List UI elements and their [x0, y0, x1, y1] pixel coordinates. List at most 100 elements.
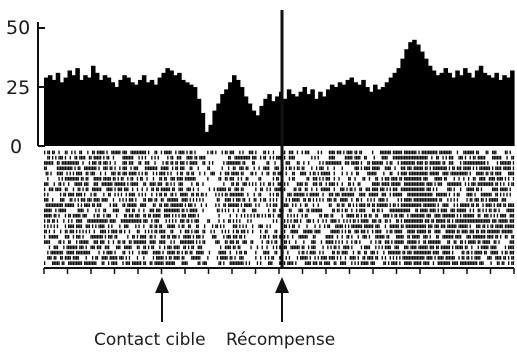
spike: [349, 192, 351, 197]
spike: [464, 224, 467, 229]
spike: [279, 187, 281, 192]
spike: [152, 256, 155, 260]
spike: [418, 229, 420, 234]
spike: [239, 161, 241, 165]
spike: [372, 182, 374, 186]
spike: [255, 203, 257, 207]
spike: [204, 155, 206, 160]
spike: [309, 219, 311, 223]
histogram-bar: [110, 82, 116, 146]
spike: [383, 192, 385, 197]
spike: [432, 198, 435, 202]
spike: [476, 229, 478, 234]
spike: [170, 224, 172, 229]
spike: [456, 245, 459, 250]
spike: [466, 261, 468, 265]
spike: [69, 213, 71, 218]
spike: [335, 240, 337, 244]
spike: [112, 261, 115, 265]
raster-trial-row: [44, 240, 515, 244]
spike: [348, 234, 350, 239]
spike: [247, 166, 249, 171]
spike: [512, 219, 515, 223]
spike: [458, 155, 460, 160]
histogram-bar: [149, 79, 155, 146]
histogram-bar: [408, 42, 413, 146]
spike: [445, 171, 447, 176]
spike: [389, 219, 391, 223]
spike: [397, 155, 399, 160]
spike: [269, 224, 271, 229]
spike: [181, 182, 183, 186]
spike: [364, 166, 366, 171]
histogram-bar: [322, 96, 327, 146]
spike: [354, 261, 356, 265]
spike: [399, 261, 401, 265]
spike: [436, 187, 438, 192]
spike: [420, 208, 422, 213]
spike: [74, 256, 76, 260]
spike: [76, 224, 78, 229]
spike: [432, 208, 435, 213]
spike: [277, 213, 279, 218]
spike: [448, 166, 451, 171]
spike: [493, 208, 495, 213]
spike: [421, 171, 423, 176]
spike: [333, 166, 335, 171]
spike: [172, 219, 174, 223]
spike: [503, 166, 505, 171]
histogram-bar: [396, 68, 402, 146]
spike: [159, 182, 161, 186]
spike: [87, 187, 89, 192]
spike: [136, 261, 139, 265]
spike: [44, 224, 46, 229]
spike: [157, 250, 159, 255]
spike: [232, 161, 235, 165]
spike: [511, 208, 513, 213]
spike: [276, 229, 278, 234]
spike: [186, 161, 188, 165]
spike: [50, 213, 52, 218]
spike: [189, 166, 191, 171]
spike: [340, 150, 342, 155]
spike: [95, 176, 97, 181]
spike: [400, 208, 403, 213]
spike: [306, 150, 308, 155]
spike: [336, 203, 339, 207]
spike: [442, 256, 444, 260]
spike: [213, 187, 215, 192]
spike: [463, 166, 465, 171]
spike: [455, 261, 457, 265]
spike: [404, 171, 406, 176]
spike: [135, 203, 137, 207]
spike: [452, 224, 454, 229]
spike: [160, 176, 163, 181]
spike: [452, 250, 454, 255]
spike: [266, 229, 268, 234]
spike: [426, 250, 428, 255]
spike: [100, 229, 102, 234]
spike: [44, 182, 46, 186]
spike: [437, 250, 439, 255]
spike: [357, 182, 359, 186]
spike: [456, 219, 459, 223]
spike: [295, 219, 297, 223]
spike: [106, 161, 108, 165]
spike: [172, 229, 174, 234]
spike: [440, 182, 443, 186]
spike: [194, 176, 196, 181]
spike: [407, 213, 409, 218]
spike: [136, 176, 139, 181]
spike: [197, 250, 199, 255]
spike: [509, 213, 511, 218]
spike: [240, 203, 243, 207]
spike: [279, 256, 281, 260]
spike: [461, 203, 463, 207]
spike: [48, 213, 51, 218]
spike: [87, 219, 89, 223]
spike: [477, 234, 479, 239]
spike: [159, 224, 161, 229]
spike: [79, 192, 81, 197]
spike: [304, 171, 307, 176]
spike: [66, 256, 68, 260]
